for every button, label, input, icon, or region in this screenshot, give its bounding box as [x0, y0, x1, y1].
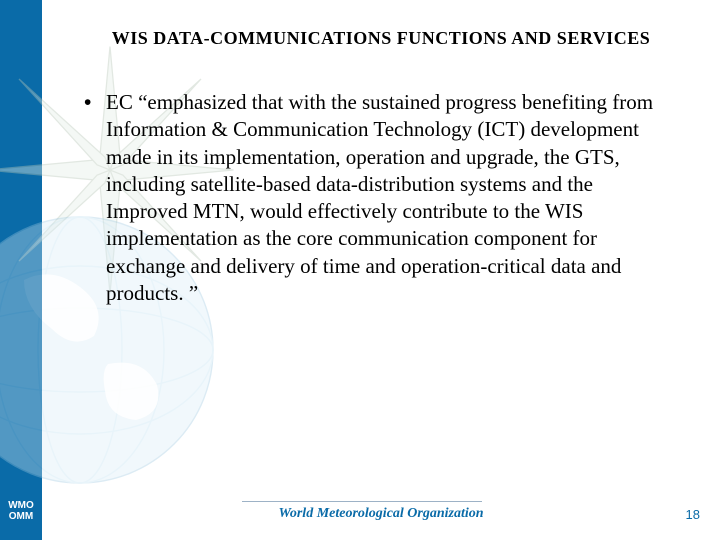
- logo-line-2: OMM: [0, 511, 42, 522]
- wmo-logo-block: WMO OMM: [0, 500, 42, 522]
- footer-divider: [242, 501, 482, 502]
- logo-line-1: WMO: [0, 500, 42, 511]
- bullet-item: • EC “emphasized that with the sustained…: [82, 89, 670, 307]
- page-number: 18: [686, 507, 700, 522]
- bullet-list: • EC “emphasized that with the sustained…: [42, 49, 720, 307]
- bullet-text: EC “emphasized that with the sustained p…: [106, 89, 670, 307]
- footer: World Meteorological Organization: [42, 504, 720, 522]
- slide-title: WIS DATA-COMMUNICATIONS FUNCTIONS AND SE…: [42, 0, 720, 49]
- slide-content: WIS DATA-COMMUNICATIONS FUNCTIONS AND SE…: [42, 0, 720, 540]
- bullet-marker: •: [82, 89, 106, 116]
- footer-organization: World Meteorological Organization: [278, 506, 483, 521]
